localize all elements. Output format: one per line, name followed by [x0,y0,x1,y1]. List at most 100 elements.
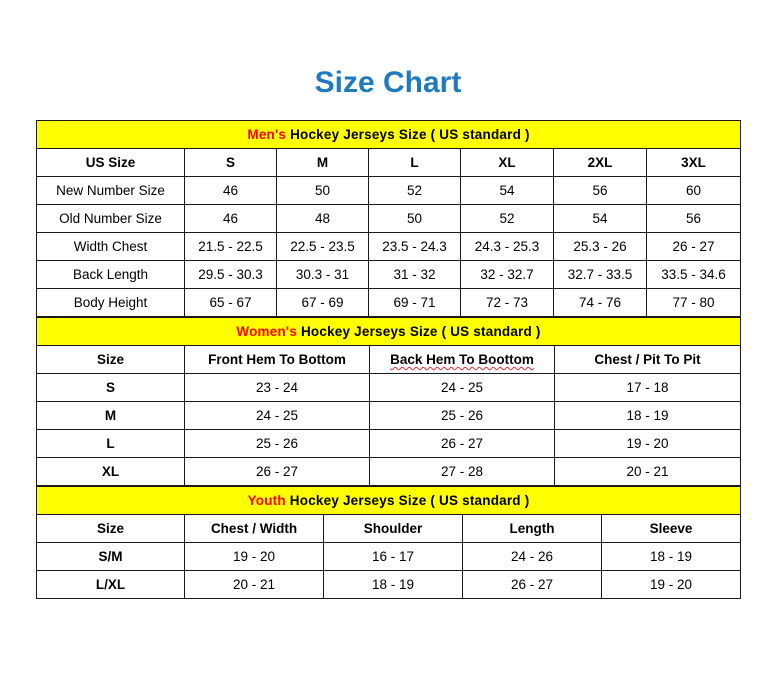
table-row: M 24 - 25 25 - 26 18 - 19 [36,401,741,430]
mens-row-label-0: New Number Size [36,176,185,205]
youth-cell-0-1: 16 - 17 [323,542,463,571]
table-row: New Number Size 46 50 52 54 56 60 [36,176,742,205]
mens-banner-row: Men's Hockey Jerseys Size ( US standard … [35,120,742,149]
youth-row-label-1: L/XL [36,570,185,599]
womens-cell-3-2: 20 - 21 [554,457,741,486]
youth-col-header-0: Size [36,514,185,543]
youth-column-header-row: Size Chest / Width Shoulder Length Sleev… [36,514,742,543]
womens-size-table: Women's Hockey Jerseys Size ( US standar… [36,317,741,486]
mens-col-header-1: S [184,148,277,177]
mens-cell-0-2: 52 [368,176,461,205]
mens-col-header-0: US Size [36,148,185,177]
mens-cell-2-4: 25.3 - 26 [553,232,647,261]
womens-cell-1-1: 25 - 26 [369,401,555,430]
mens-row-label-4: Body Height [36,288,185,317]
mens-cell-3-5: 33.5 - 34.6 [645,260,742,289]
mens-col-header-2: M [276,148,369,177]
womens-cell-2-2: 19 - 20 [554,429,741,458]
mens-col-header-3: L [368,148,461,177]
mens-cell-0-1: 50 [276,176,369,205]
mens-cell-3-4: 32.7 - 33.5 [553,260,647,289]
page-title: Size Chart [314,66,462,99]
youth-cell-1-1: 18 - 19 [323,570,463,599]
mens-row-label-2: Width Chest [36,232,185,261]
youth-size-table: Youth Hockey Jerseys Size ( US standard … [35,486,742,599]
womens-cell-2-0: 25 - 26 [184,429,370,458]
mens-col-header-6: 3XL [645,148,742,177]
table-row: Back Length 29.5 - 30.3 30.3 - 31 31 - 3… [36,260,742,289]
table-row: S 23 - 24 24 - 25 17 - 18 [36,373,741,402]
mens-cell-4-5: 77 - 80 [645,288,742,317]
mens-cell-1-4: 54 [553,204,647,233]
mens-cell-2-3: 24.3 - 25.3 [460,232,554,261]
youth-col-header-4: Sleeve [600,514,742,543]
mens-cell-1-3: 52 [460,204,554,233]
mens-cell-2-2: 23.5 - 24.3 [368,232,461,261]
mens-cell-4-3: 72 - 73 [460,288,554,317]
youth-row-label-0: S/M [36,542,185,571]
youth-cell-0-2: 24 - 26 [462,542,602,571]
mens-cell-0-4: 56 [553,176,647,205]
youth-cell-0-3: 18 - 19 [600,542,742,571]
table-row: Body Height 65 - 67 67 - 69 69 - 71 72 -… [36,288,742,317]
mens-col-header-4: XL [460,148,554,177]
mens-cell-4-0: 65 - 67 [184,288,277,317]
table-row: Width Chest 21.5 - 22.5 22.5 - 23.5 23.5… [36,232,742,261]
mens-row-label-1: Old Number Size [36,204,185,233]
table-row: L/XL 20 - 21 18 - 19 26 - 27 19 - 20 [36,570,742,599]
mens-cell-0-5: 60 [645,176,742,205]
womens-col-header-2-text: Back Hem To Boottom [390,352,534,367]
mens-banner-rest: Hockey Jerseys Size ( US standard ) [290,127,530,142]
table-row: XL 26 - 27 27 - 28 20 - 21 [36,457,741,486]
womens-col-header-3: Chest / Pit To Pit [554,345,741,374]
mens-cell-0-3: 54 [460,176,554,205]
mens-cell-3-0: 29.5 - 30.3 [184,260,277,289]
mens-cell-3-1: 30.3 - 31 [276,260,369,289]
mens-column-header-row: US Size S M L XL 2XL 3XL [36,148,742,177]
mens-cell-4-4: 74 - 76 [553,288,647,317]
mens-cell-3-2: 31 - 32 [368,260,461,289]
womens-row-label-3: XL [36,457,185,486]
youth-section-banner: Youth Hockey Jerseys Size ( US standard … [35,486,742,515]
youth-col-header-2: Shoulder [323,514,463,543]
womens-cell-0-2: 17 - 18 [554,373,741,402]
mens-cell-2-5: 26 - 27 [645,232,742,261]
womens-banner-accent: Women's [236,324,298,339]
youth-cell-1-0: 20 - 21 [184,570,324,599]
womens-cell-3-0: 26 - 27 [184,457,370,486]
womens-banner-row: Women's Hockey Jerseys Size ( US standar… [36,317,741,346]
womens-row-label-2: L [36,429,185,458]
table-row: L 25 - 26 26 - 27 19 - 20 [36,429,741,458]
mens-cell-1-2: 50 [368,204,461,233]
womens-col-header-0: Size [36,345,185,374]
mens-cell-2-0: 21.5 - 22.5 [184,232,277,261]
mens-cell-0-0: 46 [184,176,277,205]
mens-cell-1-0: 46 [184,204,277,233]
youth-cell-0-0: 19 - 20 [184,542,324,571]
womens-cell-0-1: 24 - 25 [369,373,555,402]
table-row: S/M 19 - 20 16 - 17 24 - 26 18 - 19 [36,542,742,571]
youth-cell-1-3: 19 - 20 [600,570,742,599]
mens-cell-1-1: 48 [276,204,369,233]
mens-cell-2-1: 22.5 - 23.5 [276,232,369,261]
womens-banner-rest: Hockey Jerseys Size ( US standard ) [300,324,541,339]
mens-cell-3-3: 32 - 32.7 [460,260,554,289]
youth-banner-accent: Youth [247,493,286,508]
womens-section-banner: Women's Hockey Jerseys Size ( US standar… [36,317,741,346]
mens-cell-4-2: 69 - 71 [368,288,461,317]
size-chart-tables: Men's Hockey Jerseys Size ( US standard … [35,120,742,599]
womens-cell-0-0: 23 - 24 [184,373,370,402]
mens-size-table: Men's Hockey Jerseys Size ( US standard … [35,120,742,317]
womens-cell-3-1: 27 - 28 [369,457,555,486]
mens-row-label-3: Back Length [36,260,185,289]
youth-col-header-1: Chest / Width [184,514,324,543]
youth-col-header-3: Length [462,514,602,543]
womens-col-header-1: Front Hem To Bottom [184,345,370,374]
womens-column-header-row: Size Front Hem To Bottom Back Hem To Boo… [36,345,741,374]
womens-col-header-2: Back Hem To Boottom [369,345,555,374]
womens-cell-1-2: 18 - 19 [554,401,741,430]
mens-col-header-5: 2XL [553,148,647,177]
youth-banner-rest: Hockey Jerseys Size ( US standard ) [289,493,530,508]
womens-row-label-0: S [36,373,185,402]
mens-banner-accent: Men's [247,127,287,142]
